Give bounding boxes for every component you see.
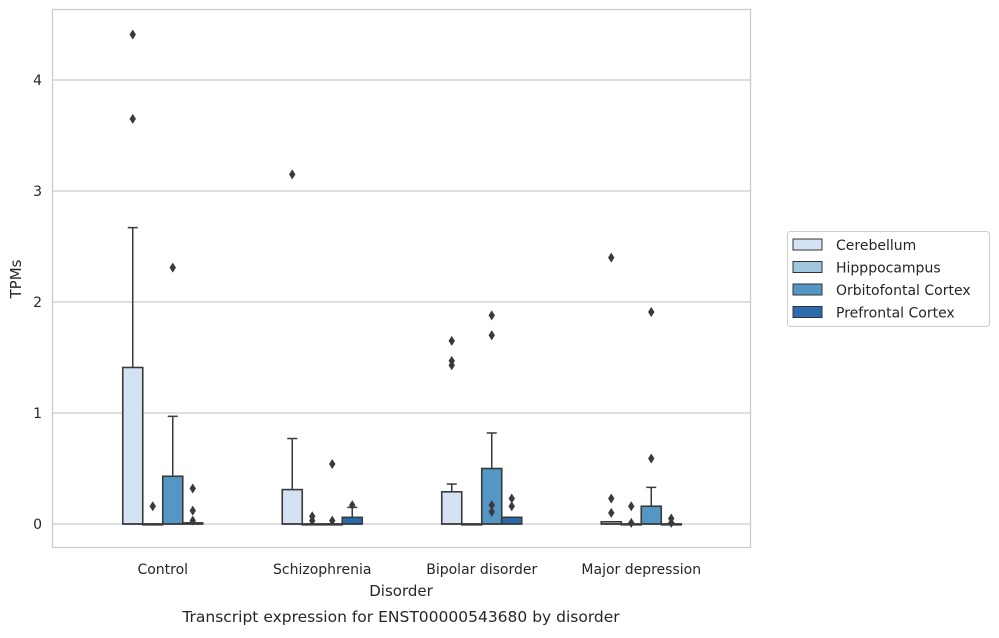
y-tick-label-1: 1: [33, 406, 42, 422]
box-0-2: [440, 335, 463, 525]
box-body: [121, 366, 144, 525]
legend-swatch-1: [792, 261, 823, 273]
legend-label-1: Hipppocampus: [836, 261, 941, 277]
box-body: [440, 491, 463, 525]
outlier-0: [129, 113, 136, 124]
outlier-2: [189, 483, 196, 494]
x-tick-label-1: Schizophrenia: [273, 562, 371, 578]
outlier-0: [648, 453, 655, 464]
legend-swatch-0: [792, 238, 823, 251]
legend-label-3: Prefrontal Cortex: [836, 306, 955, 322]
outlier-1: [309, 511, 316, 522]
legend: Cerebellum Hipppocampus Orbitofontal Corte…: [787, 231, 990, 327]
outlier-1: [668, 513, 675, 524]
x-axis-label: Disorder: [369, 582, 433, 600]
box-body: [341, 516, 364, 525]
y-axis-label: TPMs: [7, 259, 25, 299]
outlier-0: [169, 262, 176, 273]
outlier-1: [189, 505, 196, 516]
outlier-1: [608, 493, 615, 504]
x-tick-label-0: Control: [137, 562, 188, 578]
box-1-2: [460, 523, 483, 526]
outlier-0: [488, 506, 495, 517]
box-0-0: [121, 29, 144, 525]
box-series: [121, 29, 683, 528]
outlier-1: [628, 501, 635, 512]
box-body: [640, 505, 663, 525]
box-3-3: [660, 513, 683, 528]
legend-swatch-3: [792, 306, 823, 318]
outlier-2: [448, 335, 455, 346]
y-tick-label-4: 4: [33, 73, 42, 89]
box-2-2: [480, 310, 503, 525]
box-body: [281, 488, 304, 525]
outlier-1: [329, 459, 336, 470]
outlier-0: [349, 500, 356, 511]
outlier-2: [488, 330, 495, 341]
x-tick-label-3: Major depression: [581, 562, 701, 578]
x-tick-label-2: Bipolar disorder: [426, 562, 537, 578]
box-2-3: [640, 306, 663, 525]
outlier-0: [149, 501, 156, 512]
y-tick-label-3: 3: [33, 184, 42, 200]
outlier-0: [628, 517, 635, 528]
outlier-0: [189, 515, 196, 526]
legend-label-0: Cerebellum: [836, 238, 916, 254]
y-tick-label-2: 2: [33, 295, 42, 311]
legend-frame: [787, 231, 990, 327]
outlier-1: [488, 500, 495, 511]
box-0-3: [600, 252, 623, 525]
outlier-1: [448, 355, 455, 366]
box-0-1: [281, 169, 304, 525]
legend-swatch-2: [792, 283, 823, 296]
box-2-1: [321, 459, 344, 526]
outlier-0: [508, 501, 515, 512]
legend-label-2: Orbitofontal Cortex: [836, 283, 971, 299]
outlier-0: [608, 507, 615, 518]
box-body: [500, 516, 523, 525]
plot-frame: [51, 8, 752, 549]
outlier-3: [488, 310, 495, 321]
box-body: [161, 475, 184, 525]
box-2-0: [161, 262, 184, 525]
y-tick-label-0: 0: [33, 517, 42, 533]
outlier-0: [329, 515, 336, 526]
outlier-2: [608, 252, 615, 263]
outlier-1: [648, 306, 655, 317]
box-3-1: [341, 500, 364, 525]
x-tick-labels: Control Schizophrenia Bipolar disorder Majo…: [137, 562, 701, 578]
box-3-0: [181, 483, 204, 526]
box-3-2: [500, 493, 523, 525]
chart-caption: Transcript expression for ENST0000054368…: [181, 608, 620, 626]
y-tick-labels: 0 1 2 3 4: [33, 73, 42, 533]
outlier-1: [508, 493, 515, 504]
outlier-0: [289, 169, 296, 180]
outlier-1: [129, 29, 136, 40]
